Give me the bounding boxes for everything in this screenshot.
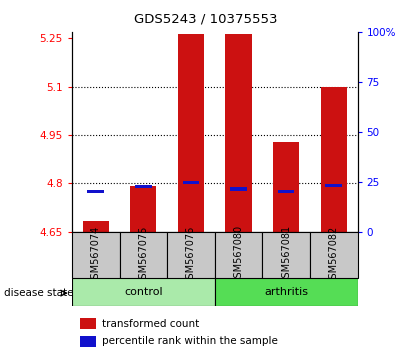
Text: arthritis: arthritis	[264, 287, 308, 297]
Text: GDS5243 / 10375553: GDS5243 / 10375553	[134, 12, 277, 25]
Bar	[72, 278, 215, 306]
Text: transformed count: transformed count	[102, 319, 199, 329]
Text: GSM567081: GSM567081	[281, 225, 291, 285]
Bar	[81, 318, 96, 329]
Bar	[215, 278, 358, 306]
Bar	[310, 232, 358, 278]
Bar	[72, 232, 120, 278]
Bar	[182, 181, 199, 184]
Text: GSM567074: GSM567074	[91, 225, 101, 285]
Bar	[230, 187, 247, 190]
Bar	[178, 34, 204, 232]
Bar	[215, 232, 262, 278]
Bar	[167, 232, 215, 278]
Bar	[81, 336, 96, 347]
Bar	[120, 232, 167, 278]
Bar	[226, 34, 252, 232]
Text: GSM567080: GSM567080	[233, 225, 244, 285]
Bar	[326, 184, 342, 187]
Text: GSM567075: GSM567075	[139, 225, 148, 285]
Bar	[130, 186, 157, 232]
Text: percentile rank within the sample: percentile rank within the sample	[102, 336, 278, 346]
Bar	[88, 190, 104, 193]
Bar	[135, 185, 152, 188]
Text: control: control	[124, 287, 163, 297]
Bar	[273, 142, 299, 232]
Bar	[262, 232, 310, 278]
Bar	[83, 221, 109, 232]
Text: GSM567082: GSM567082	[329, 225, 339, 285]
Text: GSM567076: GSM567076	[186, 225, 196, 285]
Bar	[321, 87, 347, 232]
Text: disease state: disease state	[4, 288, 74, 298]
Bar	[278, 190, 295, 193]
